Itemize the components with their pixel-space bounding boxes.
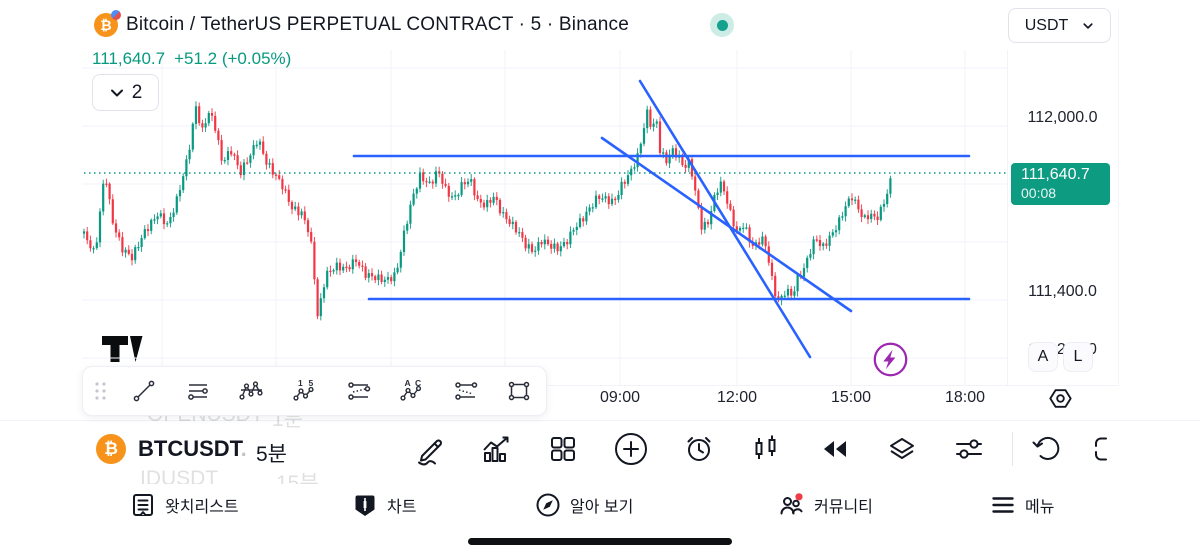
market-status-dot — [710, 13, 734, 37]
nav-label: 알아 보기 — [570, 499, 634, 516]
price-change: +51.2 (+0.05%) — [174, 49, 292, 68]
frame-icon[interactable] — [1088, 431, 1124, 467]
currency-selector-button[interactable]: USDT — [1008, 8, 1111, 43]
abcd-pattern-tool-icon[interactable]: A C — [399, 378, 425, 404]
tradingview-watermark-v — [130, 336, 143, 362]
draw-icon[interactable] — [413, 431, 449, 467]
nav-label: 커뮤니티 — [814, 499, 873, 516]
nav-item-watchlist[interactable]: 왓치리스트 — [130, 492, 239, 518]
toolbar-divider — [1012, 432, 1013, 466]
settings-sliders-icon[interactable] — [951, 431, 987, 467]
bitcoin-icon: ₿ — [96, 434, 126, 464]
badge-countdown: 00:08 — [1021, 185, 1057, 201]
nav-item-menu[interactable]: 메뉴 — [990, 492, 1054, 518]
tradingview-watermark — [102, 336, 128, 362]
notification-dot — [795, 493, 803, 501]
drawing-toolbar: 1 5 A C — [82, 366, 547, 416]
perpetual-badge-icon — [111, 10, 121, 20]
undo-icon[interactable] — [1029, 431, 1065, 467]
symbol-label: BTCUSDT — [138, 436, 241, 461]
nav-item-explore[interactable]: 알아 보기 — [535, 492, 633, 518]
price-tick: 111,400.0 — [1028, 283, 1097, 300]
explore-compass-icon — [536, 493, 560, 517]
lightning-icon[interactable] — [872, 341, 909, 378]
time-tick: 09:00 — [599, 389, 641, 406]
community-icon — [780, 493, 803, 515]
disjoint-channel-tool-icon[interactable] — [453, 378, 479, 404]
home-indicator[interactable] — [468, 538, 732, 545]
watchlist-icon — [133, 494, 153, 516]
symbol-title[interactable]: Bitcoin / TetherUS PERPETUAL CONTRACT · … — [126, 14, 629, 35]
indicator-count: 2 — [131, 81, 143, 103]
price-axis-separator — [1007, 50, 1008, 385]
bitcoin-glyph: ₿ — [104, 439, 118, 458]
symbol-suffix: . — [240, 436, 247, 461]
log-scale-label: L — [1073, 348, 1083, 365]
badge-price: 111,640.7 — [1021, 166, 1090, 183]
abcd-label-a: A — [405, 378, 411, 388]
elliott-wave-tool-icon[interactable]: 1 5 — [292, 378, 318, 404]
candles-icon[interactable] — [748, 431, 784, 467]
price-tick: 112,000.0 — [1027, 109, 1098, 126]
elliott-label-5: 5 — [309, 378, 314, 388]
trend-line-tool-icon[interactable] — [131, 378, 157, 404]
layouts-grid-icon[interactable] — [545, 431, 581, 467]
symbol-selector[interactable]: BTCUSDT. — [138, 436, 247, 462]
alert-icon[interactable] — [681, 431, 717, 467]
time-tick: 18:00 — [944, 389, 986, 406]
last-price-badge: 111,640.7 00:08 — [1011, 163, 1110, 205]
toolbar-separator — [0, 420, 1200, 421]
elliott-label-1: 1 — [298, 378, 303, 388]
nav-item-chart[interactable]: 차트 — [352, 492, 416, 518]
menu-hamburger-icon — [992, 497, 1014, 513]
chart-tab-icon — [355, 495, 375, 516]
price-axis[interactable]: 112,000.0 111,800.0 111,400.0 111,200.0 — [1007, 50, 1118, 385]
right-edge-separator — [1118, 10, 1119, 386]
chevron-down-icon — [1083, 22, 1093, 29]
chevron-down-icon — [110, 89, 123, 96]
last-price: 111,640.7 — [92, 49, 166, 68]
add-icon[interactable] — [613, 431, 649, 467]
xabcd-pattern-tool-icon[interactable] — [239, 378, 265, 404]
nav-label: 메뉴 — [1025, 499, 1055, 516]
layers-icon[interactable] — [884, 431, 920, 467]
indicator-count-button[interactable]: 2 — [92, 74, 159, 111]
indicators-icon[interactable] — [479, 431, 515, 467]
price-row: 111,640.7 +51.2 (+0.05%) — [92, 49, 291, 69]
time-tick: 15:00 — [830, 389, 872, 406]
parallel-channel-tool-icon[interactable] — [346, 378, 372, 404]
log-scale-button[interactable]: L — [1063, 342, 1093, 372]
nav-label: 왓치리스트 — [165, 499, 239, 516]
replay-icon[interactable] — [817, 431, 853, 467]
abcd-label-c: C — [415, 378, 421, 388]
interval-selector[interactable]: 5분 — [256, 443, 287, 466]
bitcoin-icon: ₿ — [94, 10, 121, 37]
currency-label: USDT — [1024, 16, 1069, 34]
bitcoin-glyph: ₿ — [100, 17, 112, 33]
rectangle-tool-icon[interactable] — [506, 378, 532, 404]
time-axis-separator — [82, 385, 1118, 386]
auto-scale-button[interactable]: A — [1028, 342, 1058, 372]
drag-handle[interactable] — [91, 378, 111, 404]
horizontal-lines-tool-icon[interactable] — [185, 378, 211, 404]
quick-settings-hexagon-icon[interactable] — [1047, 385, 1074, 412]
nav-item-community[interactable]: 커뮤니티 — [778, 492, 873, 518]
nav-label: 차트 — [387, 499, 417, 516]
market-open-dot — [716, 19, 728, 31]
time-tick: 12:00 — [716, 389, 758, 406]
auto-scale-label: A — [1037, 348, 1049, 365]
